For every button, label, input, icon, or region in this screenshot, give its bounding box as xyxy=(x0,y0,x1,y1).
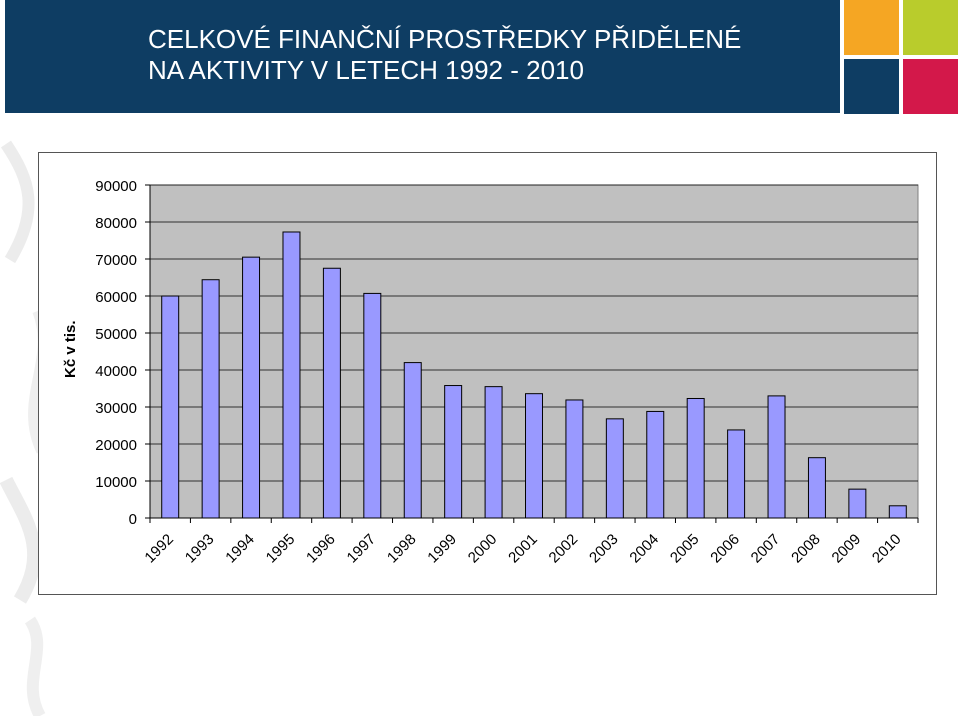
y-tick-label: 10000 xyxy=(95,474,137,491)
slide-title: CELKOVÉ FINANČNÍ PROSTŘEDKY PŘIDĚLENÉ NA… xyxy=(148,24,741,86)
x-tick-label: 1995 xyxy=(263,531,299,567)
bar xyxy=(484,386,503,519)
bar xyxy=(242,256,261,519)
x-tick-label: 2005 xyxy=(667,531,703,567)
y-tick-label: 70000 xyxy=(95,252,137,269)
bar xyxy=(363,292,382,519)
x-tick-label: 2006 xyxy=(707,531,743,567)
bar xyxy=(848,488,867,519)
bar xyxy=(201,279,220,519)
decor-tile-red xyxy=(903,59,958,114)
bar xyxy=(282,231,301,519)
bar xyxy=(403,362,422,519)
x-tick-label: 1992 xyxy=(141,531,177,567)
bar xyxy=(807,457,826,519)
x-tick-label: 1993 xyxy=(182,531,218,567)
y-tick-label: 40000 xyxy=(95,363,137,380)
slide-header: CELKOVÉ FINANČNÍ PROSTŘEDKY PŘIDĚLENÉ NA… xyxy=(5,0,840,113)
bar xyxy=(605,418,624,519)
y-tick-label: 60000 xyxy=(95,289,137,306)
slide-title-line-2: NA AKTIVITY V LETECH 1992 - 2010 xyxy=(148,55,584,85)
y-tick-label: 20000 xyxy=(95,437,137,454)
bar xyxy=(565,399,584,519)
x-tick-label: 1994 xyxy=(222,531,258,567)
y-tick-label: 50000 xyxy=(95,326,137,343)
x-tick-label: 2000 xyxy=(465,531,501,567)
bar xyxy=(888,505,907,519)
x-tick-label: 2008 xyxy=(788,531,824,567)
bar xyxy=(525,393,543,519)
x-tick-label: 2002 xyxy=(546,531,582,567)
bar xyxy=(686,397,705,519)
y-tick-label: 90000 xyxy=(95,178,137,195)
x-tick-label: 2001 xyxy=(505,531,541,567)
x-tick-label: 1997 xyxy=(344,531,380,567)
decor-tile-navy xyxy=(844,59,899,114)
slide-title-line-1: CELKOVÉ FINANČNÍ PROSTŘEDKY PŘIDĚLENÉ xyxy=(148,24,742,54)
x-tick-label: 2009 xyxy=(829,531,865,567)
x-tick-label: 2003 xyxy=(586,531,622,567)
bar xyxy=(646,410,665,519)
bar xyxy=(444,385,463,519)
y-tick-label: 30000 xyxy=(95,400,137,417)
decor-tile-green xyxy=(903,0,958,55)
x-tick-label: 2004 xyxy=(626,531,662,567)
bar xyxy=(161,295,180,519)
bar xyxy=(727,429,746,519)
decor-tile-orange xyxy=(844,0,899,55)
x-tick-label: 1996 xyxy=(303,531,339,567)
x-tick-label: 2010 xyxy=(869,531,905,567)
bar xyxy=(322,267,341,519)
y-tick-label: 80000 xyxy=(95,215,137,232)
y-axis-label: Kč v tis. xyxy=(62,320,79,378)
x-tick-label: 1998 xyxy=(384,531,420,567)
y-tick-label: 0 xyxy=(129,511,137,528)
bar xyxy=(767,395,786,519)
x-tick-label: 2007 xyxy=(748,531,784,567)
x-tick-label: 1999 xyxy=(424,531,460,567)
